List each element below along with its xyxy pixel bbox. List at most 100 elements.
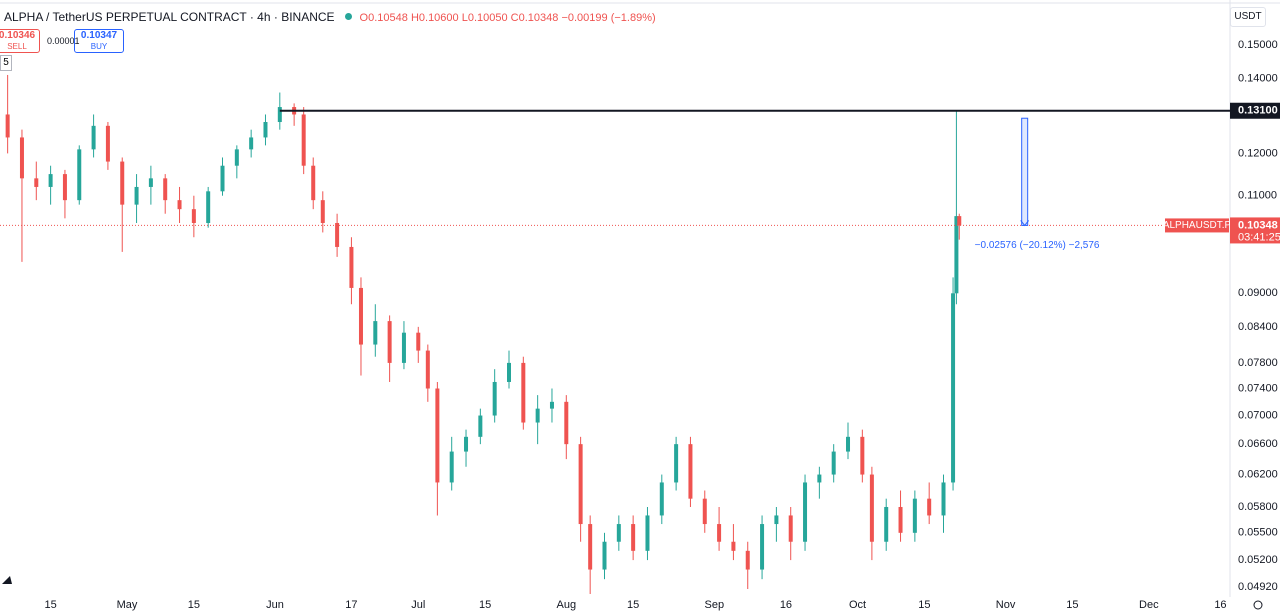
candle-body <box>506 362 511 382</box>
candle-body <box>401 332 406 363</box>
x-tick-label: Nov <box>996 599 1016 611</box>
candle-body <box>659 482 664 516</box>
candle-body <box>602 541 607 570</box>
candle-body <box>249 137 254 150</box>
l-key: L <box>461 12 468 24</box>
status-dot <box>344 13 352 20</box>
candle-body <box>941 482 946 516</box>
candle-body <box>788 515 793 542</box>
settings-icon[interactable] <box>1253 600 1263 610</box>
candle-body <box>416 332 421 351</box>
candle-body <box>478 415 483 437</box>
candle-body <box>191 209 196 223</box>
candle-body <box>263 122 268 138</box>
candle-body <box>387 321 392 363</box>
candle-body <box>578 444 583 525</box>
candle-body <box>177 200 182 210</box>
candle-body <box>860 436 865 475</box>
header: ALPHA / TetherUS PERPETUAL CONTRACT · 4h… <box>4 10 656 24</box>
candle-body <box>220 165 225 192</box>
candle-body <box>688 444 693 499</box>
y-tick-label: 0.07000 <box>1238 409 1278 421</box>
ohlc-legend: O0.10548 H0.10600 L0.10050 C0.10348 −0.0… <box>360 12 656 24</box>
candle-body <box>320 200 325 223</box>
y-tick-label: 0.09000 <box>1238 287 1278 299</box>
candle-body <box>311 165 316 201</box>
x-tick-label: 17 <box>345 599 357 611</box>
candle-body <box>34 178 39 187</box>
candle-body <box>277 107 282 123</box>
candle-body <box>898 506 903 533</box>
last-price-bg <box>1230 217 1280 244</box>
candle-body <box>803 482 808 542</box>
candle-body <box>134 186 139 205</box>
currency-button[interactable]: USDT <box>1230 7 1266 27</box>
x-tick-label: Oct <box>849 599 866 611</box>
y-tick-label: 0.04920 <box>1238 581 1278 593</box>
x-tick-label: Sep <box>705 599 725 611</box>
candle-body <box>951 293 956 483</box>
candle-body <box>760 524 765 570</box>
candle-body <box>674 444 679 483</box>
candle-body <box>301 114 306 166</box>
candle-body <box>588 524 593 570</box>
candle-body <box>19 137 24 179</box>
measure-arrow <box>1020 220 1030 227</box>
candle-body <box>373 321 378 345</box>
candle-body <box>120 161 125 205</box>
x-tick-label: 15 <box>918 599 930 611</box>
candle-body <box>91 125 96 150</box>
candle-body <box>869 474 874 542</box>
symbol-label: ALPHAUSDT.P <box>1163 220 1232 231</box>
candle-body <box>912 498 917 533</box>
hline-label: 0.13100 <box>1238 105 1278 117</box>
candle-body <box>105 125 110 162</box>
candle-body <box>349 246 354 288</box>
x-tick-label: Aug <box>557 599 577 611</box>
candle-body <box>954 216 959 294</box>
h-key: H <box>410 12 419 24</box>
quantity[interactable]: 5 <box>0 55 12 71</box>
sell-label: SELL <box>7 42 27 51</box>
candle-body <box>425 350 430 389</box>
measure-bar <box>1021 117 1029 226</box>
x-tick-label: 15 <box>1066 599 1078 611</box>
candle-body <box>957 216 962 226</box>
candle-body <box>702 498 707 525</box>
x-tick-label: 15 <box>188 599 200 611</box>
candle-body <box>774 515 779 525</box>
candle-body <box>464 436 469 452</box>
sell-button[interactable]: 0.10346 SELL <box>0 29 40 53</box>
logo <box>2 576 12 584</box>
change-value: −0.00199 (−1.89%) <box>561 12 656 24</box>
candle-body <box>927 498 932 516</box>
buy-button[interactable]: 0.10347 BUY <box>74 29 124 53</box>
x-tick-label: 16 <box>780 599 792 611</box>
y-tick-label: 0.15000 <box>1238 39 1278 51</box>
close-value: 0.10348 <box>518 12 559 24</box>
buy-price: 0.10347 <box>80 30 118 41</box>
y-tick-label: 0.08400 <box>1238 321 1278 333</box>
x-tick-label: Jul <box>411 599 425 611</box>
y-tick-label: 0.06200 <box>1238 468 1278 480</box>
y-tick-label: 0.07400 <box>1238 382 1278 394</box>
sell-price: 0.10346 <box>0 30 36 41</box>
y-tick-label: 0.05500 <box>1238 527 1278 539</box>
candle-body <box>492 381 497 416</box>
candle-body <box>449 451 454 483</box>
candle-body <box>521 362 526 423</box>
candle-body <box>5 114 10 138</box>
open-value: 0.10548 <box>368 12 408 24</box>
x-tick-label: 15 <box>479 599 491 611</box>
candle-body <box>631 524 636 551</box>
y-tick-label: 0.11000 <box>1238 190 1277 202</box>
c-key: C <box>510 12 519 24</box>
y-tick-label: 0.06600 <box>1238 438 1278 450</box>
candle-body <box>435 388 440 483</box>
candle-body <box>77 149 82 201</box>
y-tick-label: 0.05800 <box>1238 501 1278 513</box>
candle-body <box>731 541 736 551</box>
countdown: 03:41:25 <box>1238 231 1280 243</box>
